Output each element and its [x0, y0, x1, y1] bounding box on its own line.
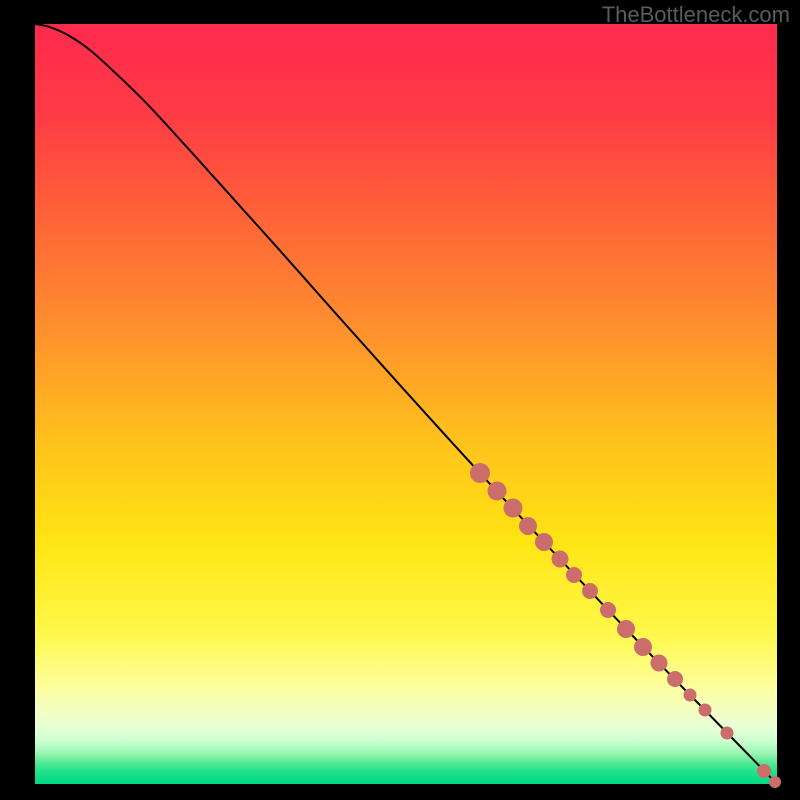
data-marker	[634, 638, 652, 656]
data-marker	[721, 727, 734, 740]
data-marker	[503, 499, 522, 518]
data-marker	[617, 620, 635, 638]
data-marker	[769, 776, 781, 788]
data-marker	[699, 704, 712, 717]
data-marker	[582, 583, 598, 599]
plot-area	[35, 24, 777, 784]
data-marker	[551, 551, 568, 568]
data-marker	[535, 533, 553, 551]
data-marker	[667, 671, 683, 687]
data-marker	[488, 482, 507, 501]
data-marker	[600, 602, 616, 618]
data-marker	[566, 567, 582, 583]
data-marker	[757, 764, 771, 778]
data-marker	[651, 655, 668, 672]
data-marker	[684, 689, 697, 702]
data-marker	[519, 517, 537, 535]
curve-line	[35, 24, 777, 784]
data-marker	[470, 463, 490, 483]
